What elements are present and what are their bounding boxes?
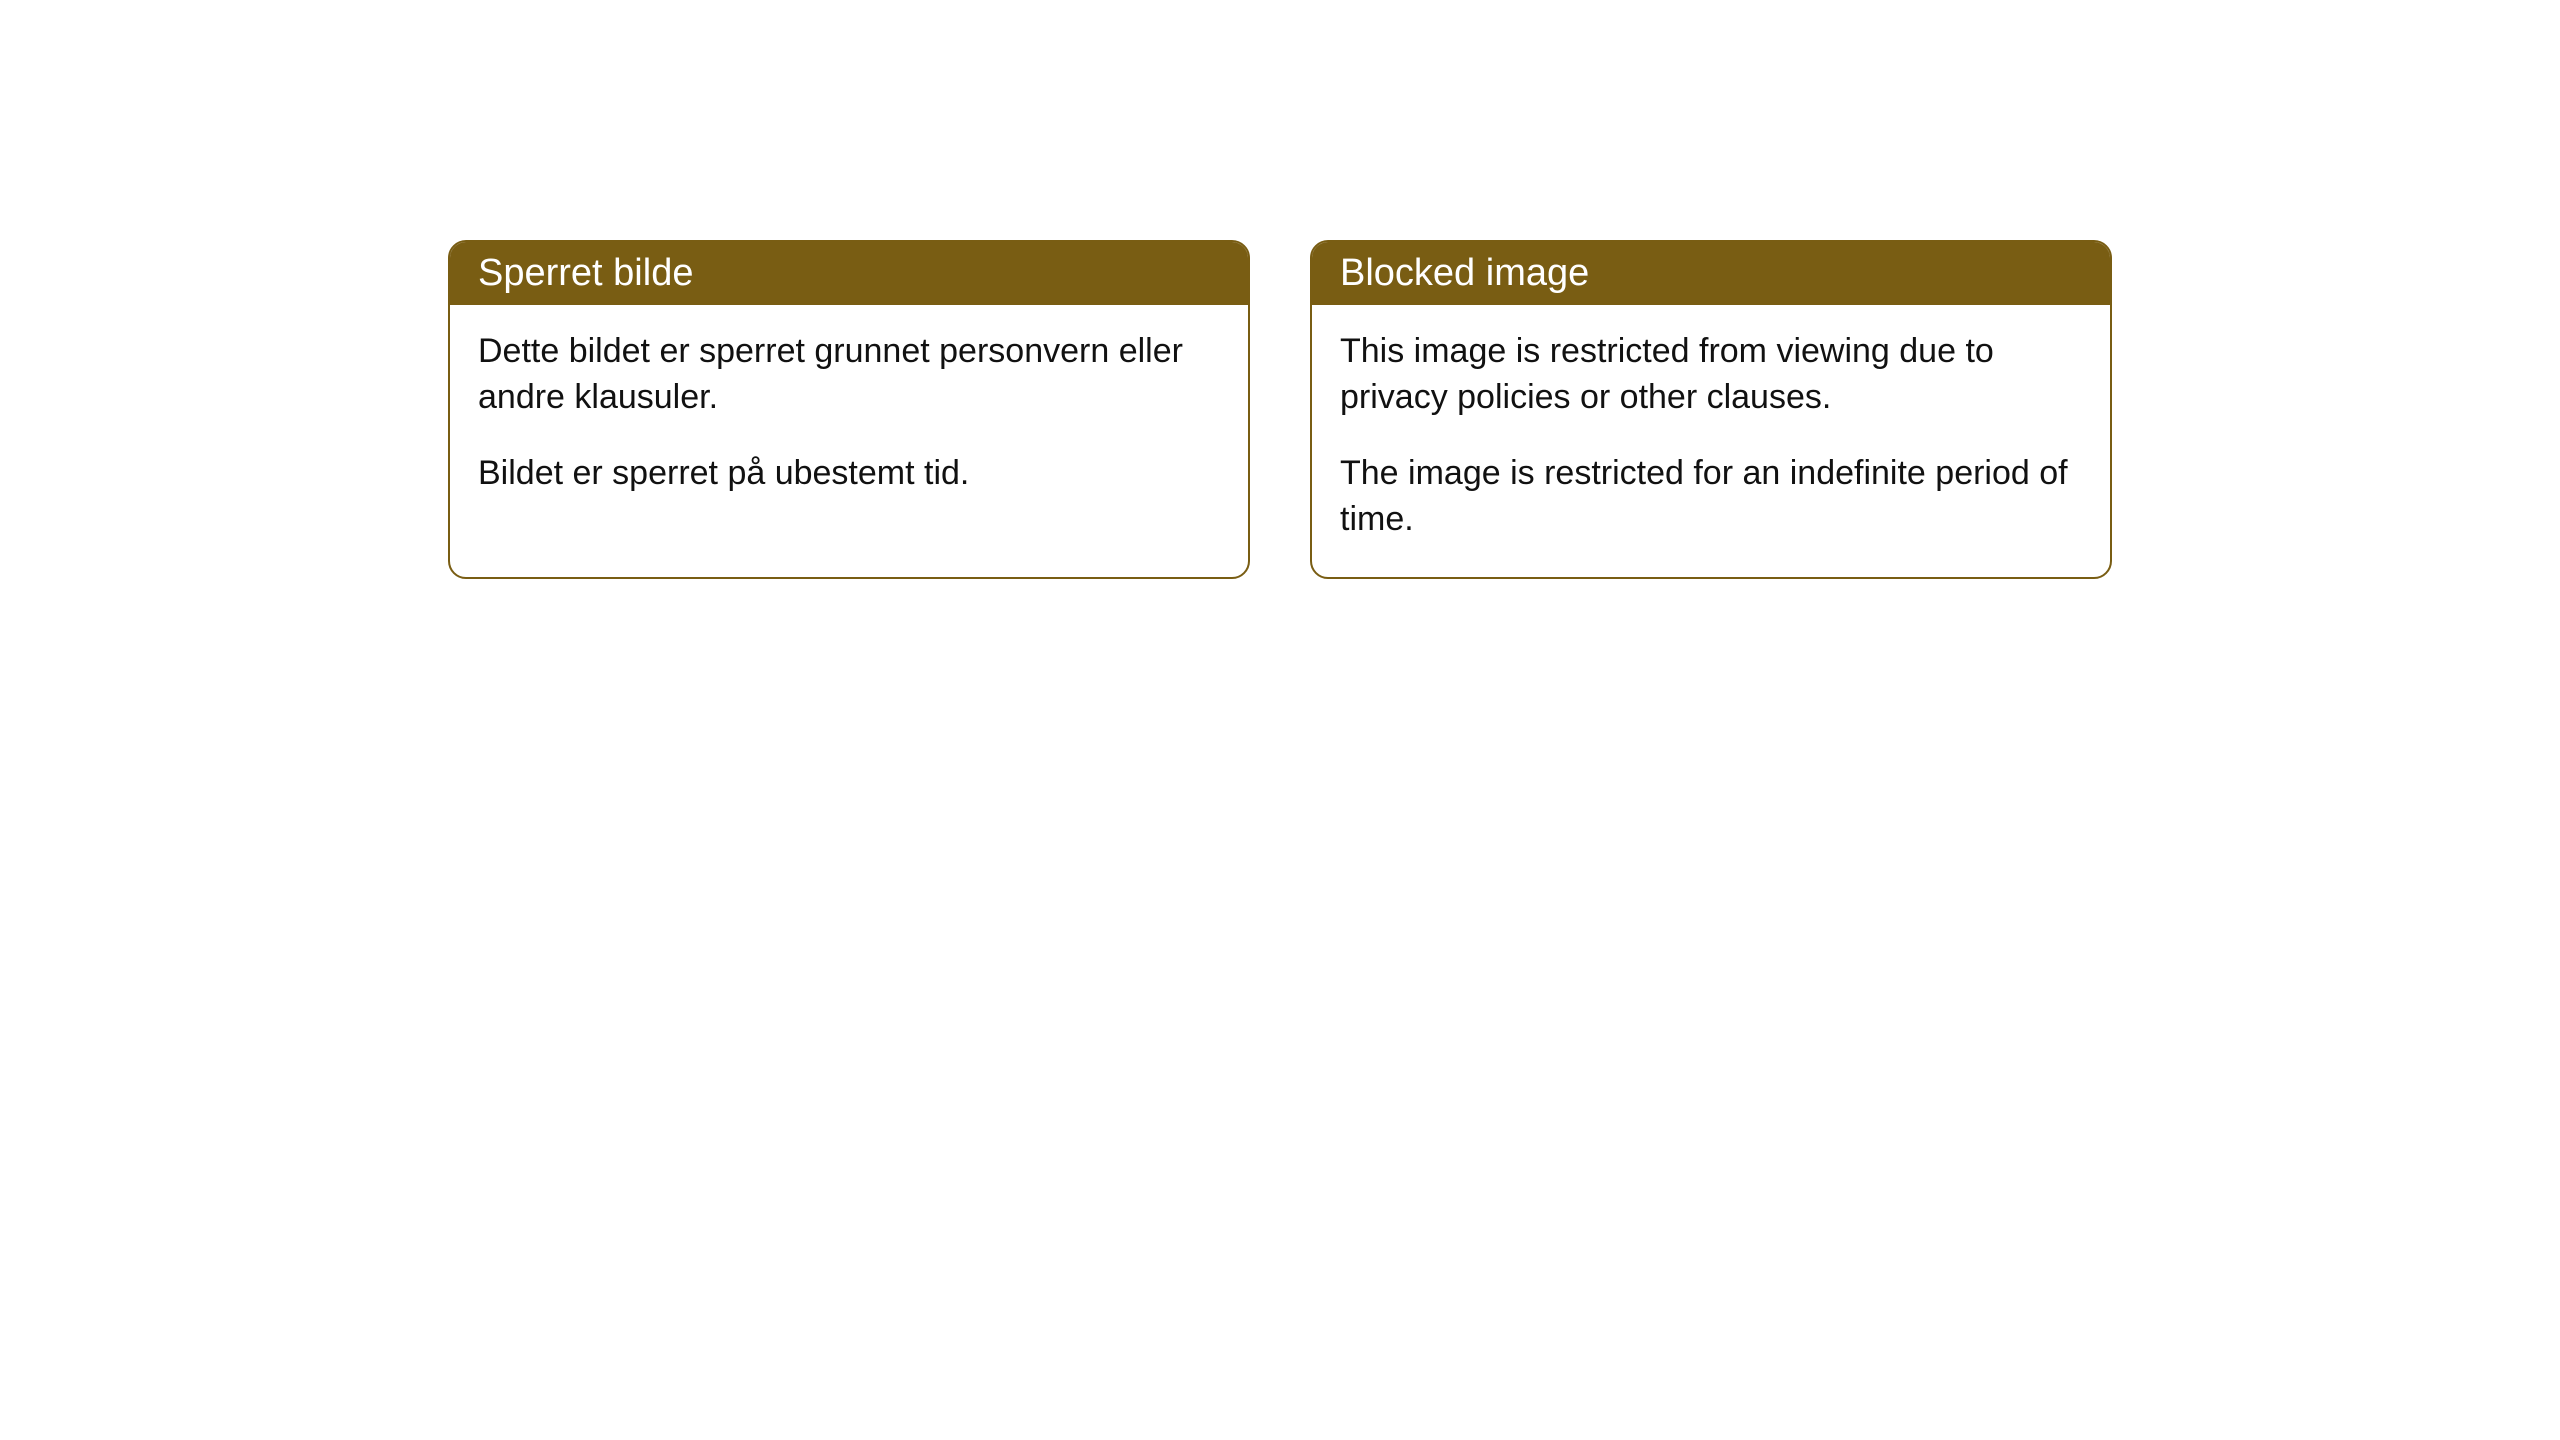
notice-card-english: Blocked image This image is restricted f… (1310, 240, 2112, 579)
notice-paragraph: This image is restricted from viewing du… (1340, 329, 2082, 421)
notice-header: Sperret bilde (450, 242, 1248, 305)
notice-paragraph: Dette bildet er sperret grunnet personve… (478, 329, 1220, 421)
notice-cards-container: Sperret bilde Dette bildet er sperret gr… (448, 240, 2560, 579)
notice-title: Blocked image (1340, 252, 1589, 294)
notice-card-norwegian: Sperret bilde Dette bildet er sperret gr… (448, 240, 1250, 579)
notice-title: Sperret bilde (478, 252, 693, 294)
notice-paragraph: The image is restricted for an indefinit… (1340, 451, 2082, 543)
notice-body: This image is restricted from viewing du… (1312, 305, 2110, 577)
notice-paragraph: Bildet er sperret på ubestemt tid. (478, 451, 1220, 497)
notice-body: Dette bildet er sperret grunnet personve… (450, 305, 1248, 531)
notice-header: Blocked image (1312, 242, 2110, 305)
